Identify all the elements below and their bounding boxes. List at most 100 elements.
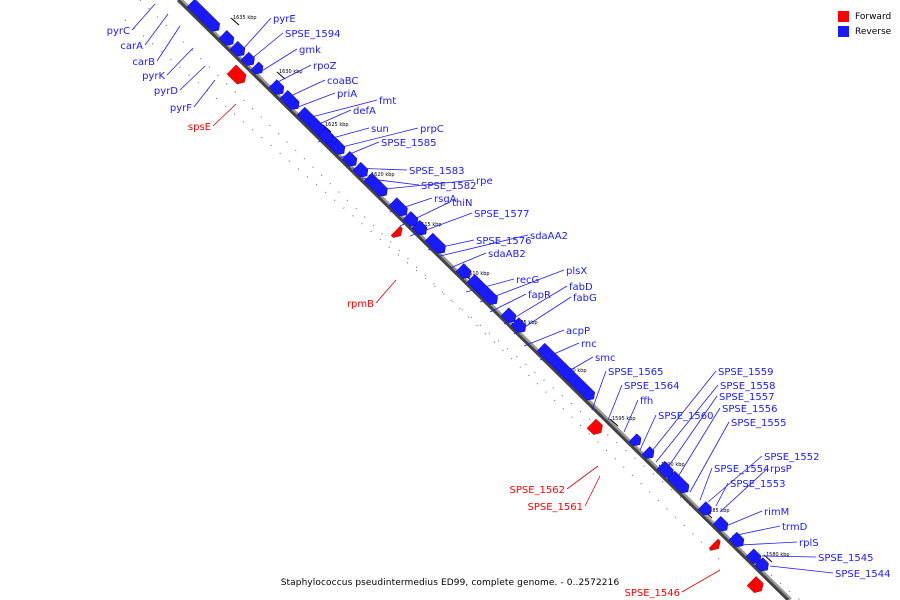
gene-label: SPSE_1544 xyxy=(835,569,891,580)
tick-mark xyxy=(276,71,286,80)
gene-label: sdaAB2 xyxy=(488,249,526,260)
reverse-gene-arrow xyxy=(218,30,235,46)
leader-line xyxy=(655,384,719,463)
reverse-gene-arrow xyxy=(268,79,285,95)
gene-label: carA xyxy=(120,41,143,52)
reverse-gene-arrow xyxy=(455,263,472,279)
legend-forward-label: Forward xyxy=(855,11,892,22)
reverse-gene-arrow xyxy=(712,515,729,532)
gene-label: sun xyxy=(371,124,389,135)
gene-label: smc xyxy=(595,353,615,364)
leader-line xyxy=(513,296,572,335)
leader-line xyxy=(289,92,336,111)
leader-line xyxy=(503,285,568,325)
gene-label: acpP xyxy=(566,326,590,337)
leader-line xyxy=(769,565,834,574)
legend-reverse-label: Reverse xyxy=(855,26,892,37)
reverse-gene-arrow xyxy=(641,446,655,459)
leader-line xyxy=(249,32,284,61)
reverse-gene-arrow xyxy=(628,433,642,447)
gene-label: rpe xyxy=(476,176,493,187)
gene-label: SPSE_1545 xyxy=(818,553,874,564)
tick-label: 1600 kbp xyxy=(563,368,587,374)
tick-label: 1630 kbp xyxy=(279,69,303,75)
legend-forward: Forward xyxy=(838,9,891,24)
tick-label: 1620 kbp xyxy=(371,172,395,178)
leader-line xyxy=(317,127,370,143)
leader-line xyxy=(329,127,419,151)
gene-label: SPSE_1558 xyxy=(720,381,776,392)
kbp-ticks: 1635 kbp 1630 kbp 1625 kbp 1620 kbp 1615 kbp… xyxy=(230,15,790,563)
gene-label: spsE xyxy=(188,122,211,133)
leader-line xyxy=(591,370,607,411)
gene-label: SPSE_1546 xyxy=(625,588,681,599)
gene-label: pyrC xyxy=(107,26,130,37)
gene-label: rpmB xyxy=(347,299,374,310)
gene-label: defA xyxy=(353,106,376,117)
forward-gene-arrow xyxy=(226,64,247,85)
gene-label: SPSE_1554 xyxy=(714,464,770,475)
gene-label: priA xyxy=(337,89,357,100)
tick-label: 1585 kbp xyxy=(706,508,730,514)
gene-label: pyrE xyxy=(273,14,296,25)
tick-label: 1625 kbp xyxy=(325,122,349,128)
reverse-gene-arrow xyxy=(352,161,369,178)
gene-label: SPSE_1557 xyxy=(719,392,775,403)
leader-line xyxy=(715,482,729,507)
tick-mark xyxy=(230,17,240,26)
gene-label: SPSE_1585 xyxy=(381,138,437,149)
gene-label: thiN xyxy=(452,198,473,209)
leader-line xyxy=(351,167,408,171)
forward-gene-arrow xyxy=(746,576,764,593)
reverse-gene-arrow xyxy=(424,232,446,254)
gene-label: pyrD xyxy=(154,86,178,97)
leader-line xyxy=(144,13,169,46)
gene-label: SPSE_1583 xyxy=(409,166,465,177)
leader-line xyxy=(665,395,718,471)
leader-line xyxy=(361,177,420,186)
gene-label: rpsP xyxy=(770,464,792,475)
gene-label: rplS xyxy=(799,538,819,549)
leader-line xyxy=(309,109,352,129)
leader-line xyxy=(243,17,272,49)
gene-label: coaBC xyxy=(327,76,358,87)
leader-line xyxy=(647,370,717,457)
leader-line xyxy=(719,467,769,513)
gene-label: trmD xyxy=(782,522,808,533)
reverse-track-guide xyxy=(139,0,721,561)
reverse-gene-arrow xyxy=(754,557,769,572)
gene-label: rsgA xyxy=(434,194,457,205)
reverse-gene-arrow xyxy=(466,274,498,305)
leader-line xyxy=(523,329,565,347)
reverse-gene-arrow xyxy=(240,51,255,66)
forward-gene-arrow xyxy=(390,225,403,238)
gene-label: rimM xyxy=(764,507,789,518)
gene-label: SPSE_1565 xyxy=(608,367,664,378)
gene-label: fabG xyxy=(573,293,597,304)
leader-line xyxy=(489,293,527,313)
gene-label: rnc xyxy=(581,339,597,350)
tick-label: 1590 kbp xyxy=(661,462,685,468)
gene-label: fmt xyxy=(379,96,396,107)
leader-line xyxy=(449,252,487,269)
leader-line xyxy=(281,79,326,101)
leader-line xyxy=(374,179,475,191)
gene-labels: pyrC carA carB pyrK pyrD pyrF pyrE SPSE_1594gmk… xyxy=(107,14,891,599)
gene-label: fapR xyxy=(528,290,551,301)
leader-line xyxy=(375,279,397,304)
leader-line xyxy=(269,64,312,87)
gene-label: fabD xyxy=(569,282,593,293)
gene-label: recG xyxy=(516,275,539,286)
leader-line xyxy=(675,407,721,481)
map-caption: Staphylococcus pseudintermedius ED99, co… xyxy=(280,578,620,588)
tick-label: 1605 kbp xyxy=(514,320,538,326)
gene-label: SPSE_1576 xyxy=(476,236,532,247)
reverse-gene-arrow xyxy=(745,548,762,564)
gene-label: SPSE_1561 xyxy=(528,502,584,513)
reverse-gene-arrow xyxy=(388,197,408,217)
gene-label: pyrF xyxy=(170,103,192,114)
leader-line xyxy=(427,239,475,251)
tick-label: 1635 kbp xyxy=(233,15,257,21)
gene-label: SPSE_1582 xyxy=(421,181,477,192)
gene-label: prpC xyxy=(420,124,444,135)
